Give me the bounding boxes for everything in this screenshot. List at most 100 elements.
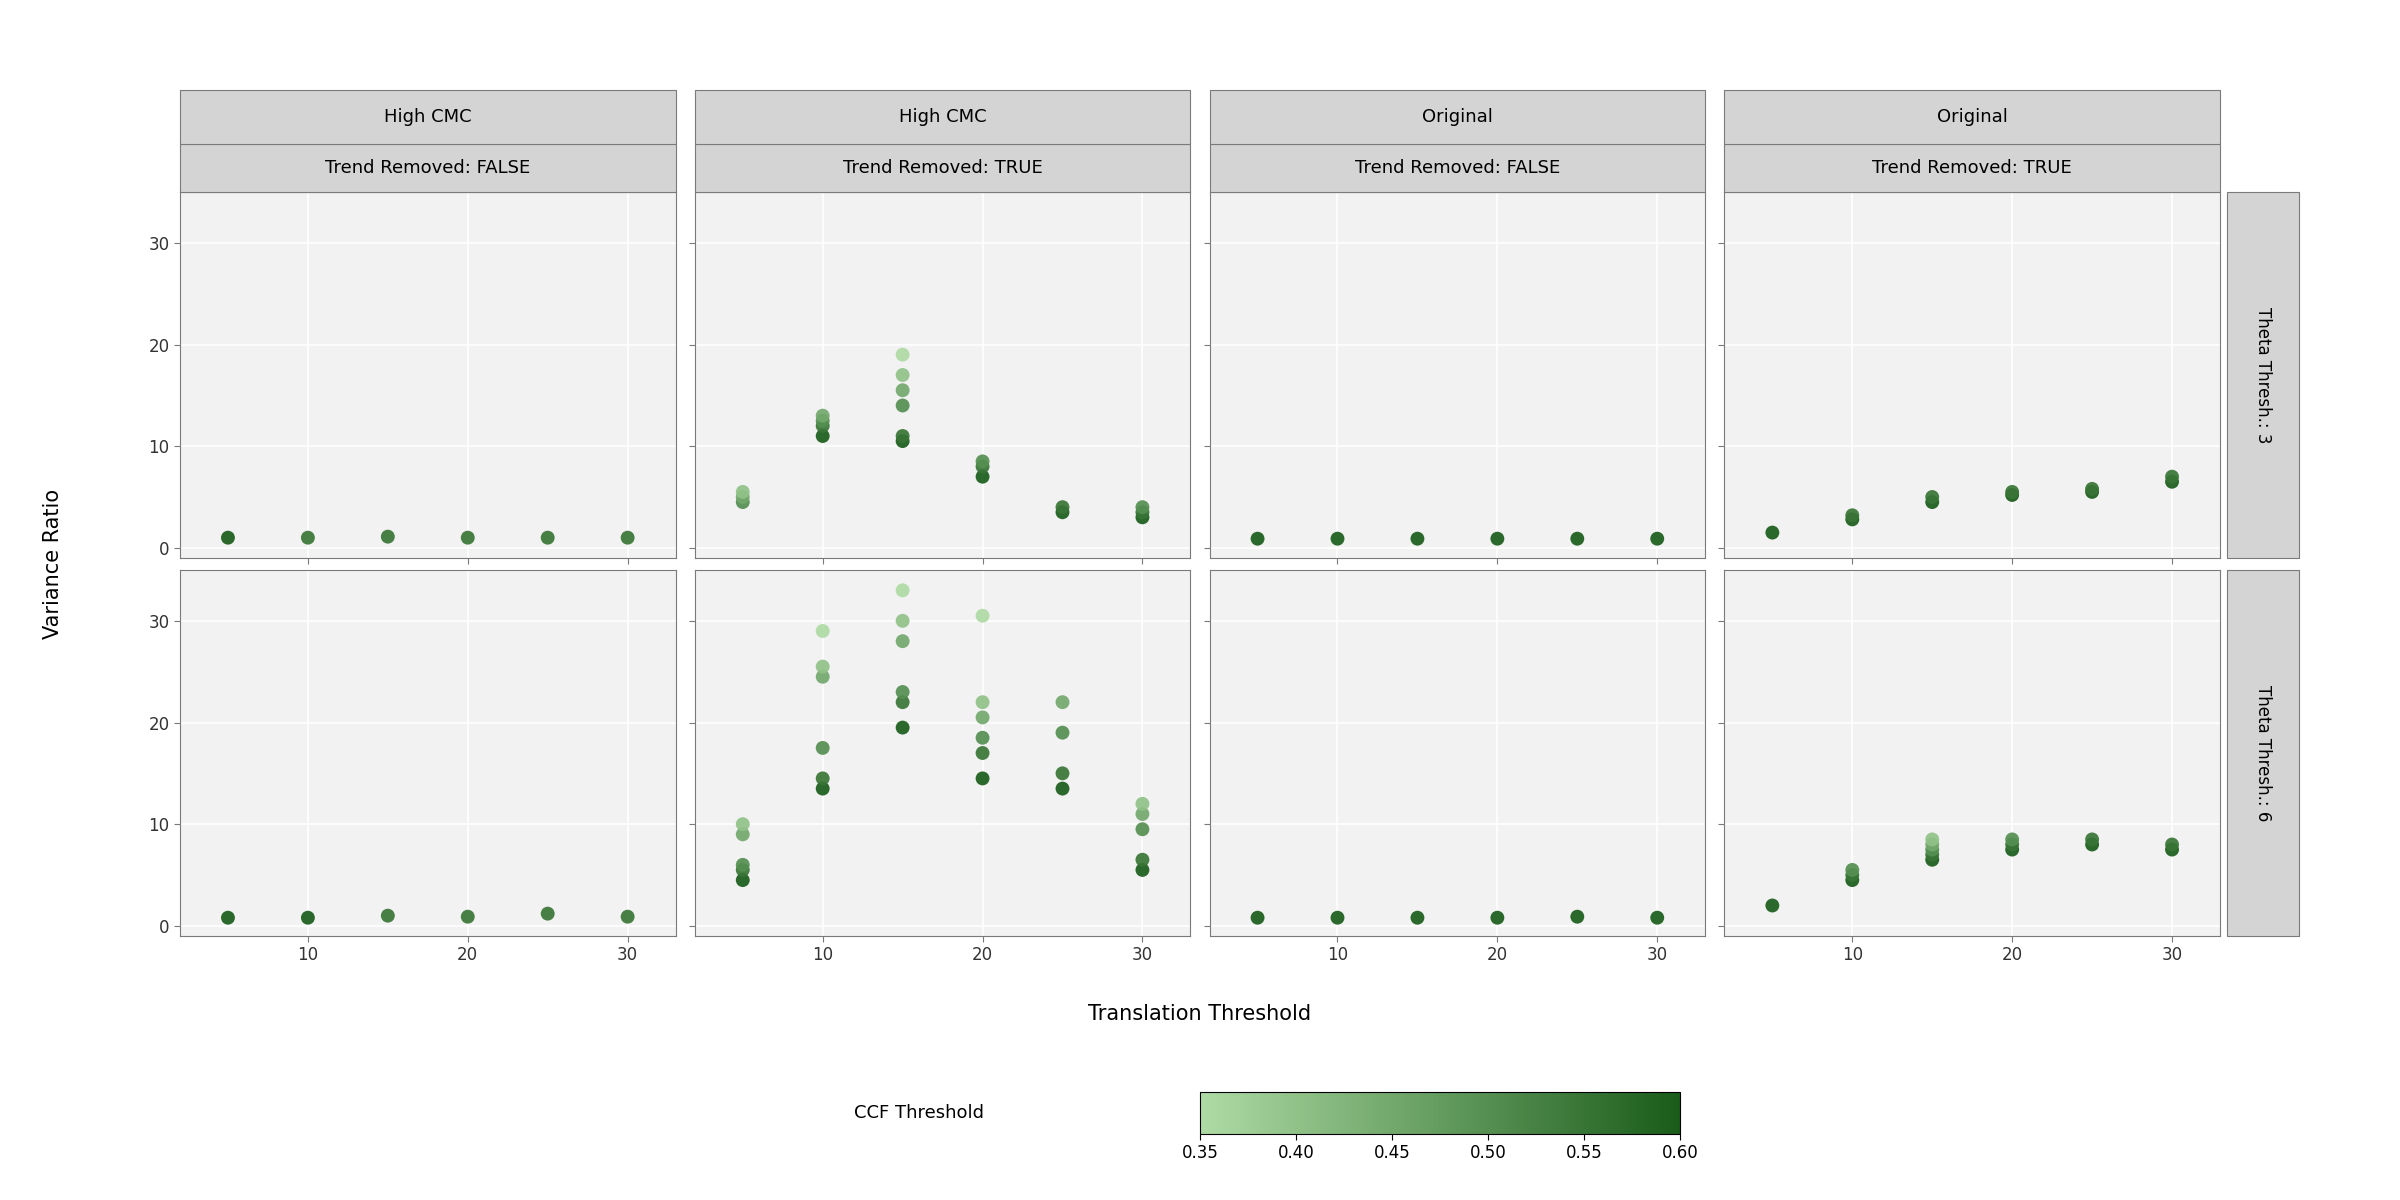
Point bbox=[449, 528, 487, 547]
Point bbox=[1123, 508, 1162, 527]
Point bbox=[883, 718, 922, 737]
Point bbox=[804, 406, 842, 425]
Point bbox=[288, 528, 326, 547]
Point bbox=[2153, 840, 2191, 859]
Point bbox=[962, 692, 1001, 712]
Point bbox=[1238, 529, 1277, 548]
Point bbox=[1639, 908, 1678, 928]
Point bbox=[1123, 503, 1162, 522]
Text: High CMC: High CMC bbox=[384, 108, 473, 126]
Text: Original: Original bbox=[1937, 108, 2009, 126]
Point bbox=[370, 527, 408, 546]
Point bbox=[722, 815, 761, 834]
Point bbox=[804, 416, 842, 436]
Point bbox=[1123, 850, 1162, 869]
Point bbox=[1318, 529, 1356, 548]
Point bbox=[2074, 482, 2112, 502]
Point bbox=[804, 738, 842, 757]
Point bbox=[1123, 498, 1162, 517]
Text: Variance Ratio: Variance Ratio bbox=[43, 488, 62, 640]
Point bbox=[1834, 870, 1872, 889]
Point bbox=[883, 683, 922, 702]
Point bbox=[962, 743, 1001, 763]
Point bbox=[883, 380, 922, 400]
Point bbox=[1399, 529, 1438, 548]
Point bbox=[1558, 907, 1596, 926]
Point bbox=[1318, 908, 1356, 928]
Point bbox=[1044, 724, 1082, 743]
Text: Original: Original bbox=[1421, 108, 1493, 126]
Point bbox=[804, 779, 842, 798]
Point bbox=[883, 426, 922, 445]
Text: Theta Thresh.: 6: Theta Thresh.: 6 bbox=[2254, 685, 2273, 821]
Point bbox=[1992, 830, 2030, 850]
Point bbox=[1834, 865, 1872, 884]
Point bbox=[1752, 523, 1790, 542]
Point bbox=[1044, 692, 1082, 712]
Point bbox=[1992, 485, 2030, 504]
Point bbox=[722, 856, 761, 875]
Point bbox=[2153, 472, 2191, 491]
Text: Theta Thresh.: 3: Theta Thresh.: 3 bbox=[2254, 307, 2273, 443]
Text: Trend Removed: TRUE: Trend Removed: TRUE bbox=[842, 158, 1042, 176]
Point bbox=[1913, 835, 1951, 854]
Point bbox=[883, 432, 922, 451]
Point bbox=[1913, 487, 1951, 506]
Point bbox=[883, 611, 922, 630]
Point bbox=[1478, 908, 1517, 928]
Point bbox=[804, 412, 842, 431]
Point bbox=[610, 907, 648, 926]
Point bbox=[1044, 503, 1082, 522]
Point bbox=[1044, 763, 1082, 782]
Point bbox=[804, 426, 842, 445]
Point bbox=[1123, 794, 1162, 814]
Point bbox=[962, 728, 1001, 748]
Point bbox=[804, 656, 842, 676]
Point bbox=[1044, 498, 1082, 517]
Point bbox=[804, 769, 842, 788]
Point bbox=[883, 396, 922, 415]
Point bbox=[1913, 845, 1951, 864]
Point bbox=[288, 908, 326, 928]
Point bbox=[2153, 467, 2191, 486]
Point bbox=[1913, 830, 1951, 850]
Text: Trend Removed: TRUE: Trend Removed: TRUE bbox=[1872, 158, 2071, 176]
Text: Trend Removed: FALSE: Trend Removed: FALSE bbox=[1354, 158, 1560, 176]
Point bbox=[883, 631, 922, 650]
Point bbox=[1044, 779, 1082, 798]
Point bbox=[1834, 505, 1872, 524]
Point bbox=[2074, 830, 2112, 850]
Point bbox=[722, 487, 761, 506]
Point bbox=[883, 365, 922, 384]
Point bbox=[1123, 820, 1162, 839]
Point bbox=[610, 528, 648, 547]
Point bbox=[1752, 896, 1790, 916]
Point bbox=[1992, 835, 2030, 854]
Text: High CMC: High CMC bbox=[898, 108, 986, 126]
Point bbox=[370, 906, 408, 925]
Point bbox=[2074, 835, 2112, 854]
Point bbox=[1992, 482, 2030, 502]
Point bbox=[962, 452, 1001, 472]
Point bbox=[962, 457, 1001, 476]
Point bbox=[804, 622, 842, 641]
Point bbox=[1913, 492, 1951, 511]
Point bbox=[962, 606, 1001, 625]
Text: CCF Threshold: CCF Threshold bbox=[854, 1104, 984, 1122]
Point bbox=[962, 708, 1001, 727]
Point bbox=[2153, 835, 2191, 854]
Point bbox=[528, 904, 566, 923]
Point bbox=[1834, 860, 1872, 880]
Point bbox=[1992, 840, 2030, 859]
Point bbox=[722, 492, 761, 511]
Point bbox=[209, 528, 247, 547]
Point bbox=[722, 860, 761, 880]
Point bbox=[1834, 510, 1872, 529]
Point bbox=[962, 769, 1001, 788]
Point bbox=[1913, 850, 1951, 869]
Point bbox=[1238, 908, 1277, 928]
Point bbox=[883, 346, 922, 365]
Point bbox=[449, 907, 487, 926]
Point bbox=[528, 528, 566, 547]
Point bbox=[1399, 908, 1438, 928]
